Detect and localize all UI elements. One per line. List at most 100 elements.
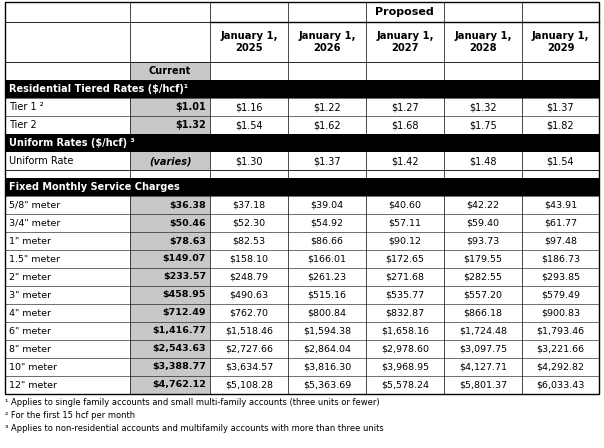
Text: $36.38: $36.38 [169, 201, 206, 210]
Text: $1.37: $1.37 [313, 156, 341, 166]
Bar [5, 80, 599, 98]
Bar [130, 214, 210, 232]
Bar [5, 2, 599, 394]
Text: $261.23: $261.23 [307, 272, 347, 281]
Text: Residential Tiered Rates ($/hcf)¹: Residential Tiered Rates ($/hcf)¹ [9, 84, 188, 94]
Text: $57.11: $57.11 [388, 219, 422, 228]
Bar [130, 62, 210, 80]
Text: $1.37: $1.37 [547, 102, 574, 112]
Bar [5, 2, 599, 394]
Text: $1,416.77: $1,416.77 [152, 327, 206, 336]
Text: $490.63: $490.63 [230, 290, 269, 300]
Text: $1.62: $1.62 [313, 120, 341, 130]
Text: $1.54: $1.54 [235, 120, 263, 130]
Text: $866.18: $866.18 [463, 309, 503, 318]
Bar [130, 250, 210, 268]
Text: $179.55: $179.55 [463, 254, 503, 263]
Text: $6,033.43: $6,033.43 [536, 380, 585, 389]
Text: $1.54: $1.54 [547, 156, 574, 166]
Text: $3,816.30: $3,816.30 [303, 362, 351, 371]
Text: $3,388.77: $3,388.77 [152, 362, 206, 371]
Text: $149.07: $149.07 [162, 254, 206, 263]
Text: $86.66: $86.66 [310, 237, 344, 246]
Text: $1.16: $1.16 [235, 102, 263, 112]
Text: 5/8" meter: 5/8" meter [9, 201, 60, 210]
Text: $233.57: $233.57 [163, 272, 206, 281]
Text: $4,762.12: $4,762.12 [152, 380, 206, 389]
Text: Proposed: Proposed [375, 7, 434, 17]
Text: Tier 1 ²: Tier 1 ² [9, 102, 43, 112]
Text: $172.65: $172.65 [385, 254, 425, 263]
Text: $1,658.16: $1,658.16 [381, 327, 429, 336]
Text: $282.55: $282.55 [463, 272, 503, 281]
Text: $762.70: $762.70 [230, 309, 269, 318]
Text: $61.77: $61.77 [544, 219, 577, 228]
Text: $4,292.82: $4,292.82 [536, 362, 585, 371]
Text: $3,097.75: $3,097.75 [459, 345, 507, 353]
Text: $832.87: $832.87 [385, 309, 425, 318]
Text: $52.30: $52.30 [233, 219, 266, 228]
Text: $1.68: $1.68 [391, 120, 419, 130]
Bar [130, 116, 210, 134]
Text: $515.16: $515.16 [307, 290, 347, 300]
Text: $97.48: $97.48 [544, 237, 577, 246]
Text: 4" meter: 4" meter [9, 309, 51, 318]
Text: $1,594.38: $1,594.38 [303, 327, 351, 336]
Text: $1.27: $1.27 [391, 102, 419, 112]
Text: $900.83: $900.83 [541, 309, 580, 318]
Text: Current: Current [149, 66, 191, 76]
Bar [5, 178, 599, 196]
Bar [130, 358, 210, 376]
Text: $712.49: $712.49 [162, 309, 206, 318]
Text: $78.63: $78.63 [169, 237, 206, 246]
Text: $3,634.57: $3,634.57 [225, 362, 273, 371]
Text: 12" meter: 12" meter [9, 380, 57, 389]
Text: $3,968.95: $3,968.95 [381, 362, 429, 371]
Bar [130, 232, 210, 250]
Bar [130, 152, 210, 170]
Bar [130, 376, 210, 394]
Text: January 1,
2026: January 1, 2026 [298, 31, 356, 53]
Text: 1.5" meter: 1.5" meter [9, 254, 60, 263]
Text: $3,221.66: $3,221.66 [536, 345, 585, 353]
Text: $54.92: $54.92 [310, 219, 344, 228]
Text: $166.01: $166.01 [307, 254, 347, 263]
Bar [130, 286, 210, 304]
Text: $2,978.60: $2,978.60 [381, 345, 429, 353]
Text: $248.79: $248.79 [230, 272, 269, 281]
Text: $2,727.66: $2,727.66 [225, 345, 273, 353]
Text: $2,864.04: $2,864.04 [303, 345, 351, 353]
Text: January 1,
2025: January 1, 2025 [220, 31, 278, 53]
Text: $1,518.46: $1,518.46 [225, 327, 273, 336]
Text: $1.82: $1.82 [547, 120, 574, 130]
Text: ³ Applies to non-residential accounts and multifamily accounts with more than th: ³ Applies to non-residential accounts an… [5, 424, 384, 433]
Text: ¹ Applies to single family accounts and small multi-family accounts (three units: ¹ Applies to single family accounts and … [5, 398, 380, 407]
Text: $37.18: $37.18 [233, 201, 266, 210]
Text: $1.22: $1.22 [313, 102, 341, 112]
Text: $42.22: $42.22 [466, 201, 500, 210]
Text: 1" meter: 1" meter [9, 237, 51, 246]
Text: $50.46: $50.46 [169, 219, 206, 228]
Text: $1,793.46: $1,793.46 [536, 327, 585, 336]
Text: $43.91: $43.91 [544, 201, 577, 210]
Text: $5,363.69: $5,363.69 [303, 380, 351, 389]
Text: $1,724.48: $1,724.48 [459, 327, 507, 336]
Bar [130, 322, 210, 340]
Text: ² For the first 15 hcf per month: ² For the first 15 hcf per month [5, 411, 135, 420]
Text: 10" meter: 10" meter [9, 362, 57, 371]
Text: $5,578.24: $5,578.24 [381, 380, 429, 389]
Text: $93.73: $93.73 [466, 237, 500, 246]
Bar [130, 268, 210, 286]
Text: Uniform Rates ($/hcf) ³: Uniform Rates ($/hcf) ³ [9, 138, 135, 148]
Text: 3" meter: 3" meter [9, 290, 51, 300]
Text: $1.48: $1.48 [469, 156, 496, 166]
Bar [130, 98, 210, 116]
Bar [5, 134, 599, 152]
Text: 6" meter: 6" meter [9, 327, 51, 336]
Text: $557.20: $557.20 [463, 290, 503, 300]
Text: January 1,
2028: January 1, 2028 [454, 31, 512, 53]
Text: January 1,
2029: January 1, 2029 [532, 31, 590, 53]
Text: $271.68: $271.68 [385, 272, 425, 281]
Text: $4,127.71: $4,127.71 [459, 362, 507, 371]
Text: 2" meter: 2" meter [9, 272, 51, 281]
